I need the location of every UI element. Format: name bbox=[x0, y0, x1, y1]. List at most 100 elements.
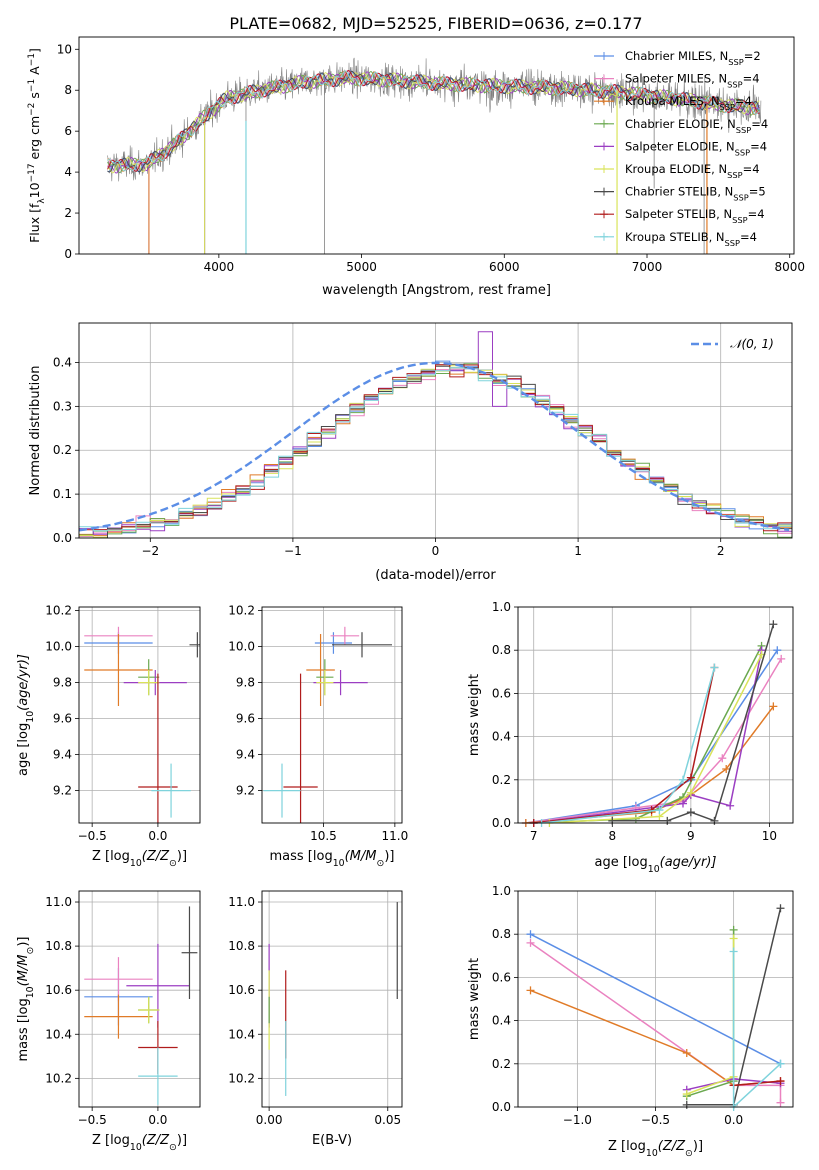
y-tick-label: 10.2 bbox=[228, 1071, 255, 1085]
x-tick-label: −1.0 bbox=[563, 1113, 592, 1127]
mass-weight-point bbox=[729, 934, 738, 943]
legend-label: Chabrier ELODIE, NSSP=4 bbox=[625, 117, 768, 135]
x-axis-label: Z [log10(Z/Z⊙)] bbox=[608, 1139, 703, 1159]
mass-weight-point bbox=[718, 754, 727, 763]
age-vs-metallicity-panel: −0.5 0.0 9.2 9.4 9.6 9.8 10.0 10.2 Z [log10(Z/Z⊙… bbox=[16, 604, 201, 869]
y-tick-label: 0.2 bbox=[492, 1057, 511, 1071]
y-axis-label: mass weight bbox=[467, 674, 482, 756]
normal-reference-curve bbox=[79, 361, 790, 532]
legend-label: 𝒩(0, 1) bbox=[730, 337, 774, 351]
mass-weight-point bbox=[655, 806, 664, 815]
y-tick-label: 10 bbox=[57, 42, 72, 56]
y-tick-label: 11.0 bbox=[228, 895, 255, 909]
x-tick-label: 0 bbox=[432, 544, 440, 558]
x-tick-label: 0.05 bbox=[374, 1113, 401, 1127]
y-axis-label: mass weight bbox=[467, 958, 482, 1040]
x-tick-label: −1 bbox=[284, 544, 302, 558]
x-tick-label: 0.0 bbox=[724, 1113, 743, 1127]
x-tick-label: 10 bbox=[762, 829, 777, 843]
x-axis-label: Z [log10(Z/Z⊙)] bbox=[92, 849, 187, 869]
spectrum-panel: 4000 5000 6000 7000 8000 0 2 4 6 8 10 Chabrier MILE… bbox=[27, 36, 805, 298]
model-spectrum-line bbox=[107, 70, 760, 172]
y-tick-label: 0.0 bbox=[53, 531, 72, 545]
y-tick-label: 9.6 bbox=[236, 712, 255, 726]
x-axis-label: Z [log10(Z/Z⊙)] bbox=[92, 1133, 187, 1153]
x-axis-label: E(B-V) bbox=[312, 1133, 352, 1148]
mass-weight-point bbox=[769, 620, 778, 629]
legend-label: Chabrier STELIB, NSSP=5 bbox=[625, 185, 766, 203]
y-tick-label: 10.6 bbox=[228, 983, 255, 997]
age-vs-mass-panel: 10.5 11.0 9.2 9.4 9.6 9.8 10.0 10.2 mass [log10(… bbox=[228, 604, 408, 869]
model-spectrum-line bbox=[107, 69, 760, 172]
axes-frame bbox=[261, 890, 403, 1108]
y-tick-label: 9.6 bbox=[53, 712, 72, 726]
x-tick-label: 5000 bbox=[346, 260, 377, 274]
mass-weight-point bbox=[679, 775, 687, 784]
y-tick-label: 6 bbox=[64, 124, 72, 138]
y-tick-label: 8 bbox=[64, 83, 72, 97]
x-tick-label: 0.0 bbox=[148, 829, 167, 843]
legend-marker bbox=[600, 142, 608, 151]
x-tick-label: 0.00 bbox=[256, 1113, 283, 1127]
axes-frame bbox=[78, 606, 201, 824]
y-tick-label: 9.8 bbox=[53, 676, 72, 690]
mass-weight-point bbox=[710, 663, 719, 672]
y-tick-label: 10.6 bbox=[45, 983, 72, 997]
mass-weight-point bbox=[777, 654, 786, 663]
y-tick-label: 10.0 bbox=[45, 640, 72, 654]
axes-frame bbox=[78, 322, 793, 539]
mass-weight-point bbox=[686, 773, 695, 782]
legend-marker bbox=[600, 97, 608, 106]
axes-frame bbox=[517, 606, 794, 824]
legend-label: Salpeter STELIB, NSSP=4 bbox=[625, 207, 765, 225]
mass-weight-point bbox=[776, 904, 785, 913]
y-tick-label: 10.4 bbox=[45, 1027, 72, 1041]
mass-vs-extinction-panel: 0.00 0.05 10.2 10.4 10.6 10.8 11.0 E(B-V) bbox=[228, 890, 403, 1148]
y-tick-label: 2 bbox=[64, 206, 72, 220]
mass-weight-line bbox=[686, 929, 735, 1097]
x-tick-label: 2 bbox=[717, 544, 725, 558]
x-axis-label: age [log10(age/yr)] bbox=[595, 855, 717, 875]
mass-weight-point bbox=[686, 808, 695, 817]
mass-weight-point bbox=[729, 947, 738, 956]
y-tick-label: 0.4 bbox=[53, 355, 72, 369]
mass-weight-point bbox=[631, 803, 640, 812]
figure-title: PLATE=0682, MJD=52525, FIBERID=0636, z=0… bbox=[229, 14, 642, 33]
axes-frame bbox=[78, 36, 795, 255]
mass-weight-point bbox=[682, 1100, 691, 1109]
y-tick-label: 0.6 bbox=[492, 686, 511, 700]
mass-weight-point bbox=[722, 765, 731, 773]
mass-weight-point bbox=[526, 938, 535, 947]
mass-weight-point bbox=[663, 816, 672, 825]
mass-weight-line bbox=[541, 667, 716, 823]
x-tick-label: 4000 bbox=[204, 260, 235, 274]
mass-weight-point bbox=[776, 1077, 785, 1086]
legend-marker bbox=[600, 52, 608, 60]
weight-vs-metallicity-panel: −1.0 −0.5 0.0 0.0 0.2 0.4 0.6 0.8 1.0 Z [log10(Z/… bbox=[467, 884, 794, 1159]
mass-weight-point bbox=[773, 646, 782, 655]
x-tick-label: 8 bbox=[608, 829, 616, 843]
x-tick-label: 8000 bbox=[774, 260, 805, 274]
mass-weight-point bbox=[776, 1098, 785, 1107]
y-tick-label: 0.8 bbox=[492, 927, 511, 941]
y-tick-label: 1.0 bbox=[492, 884, 511, 898]
x-axis-label: wavelength [Angstrom, rest frame] bbox=[322, 283, 551, 298]
x-tick-label: −0.5 bbox=[78, 829, 107, 843]
y-tick-label: 10.2 bbox=[45, 1071, 72, 1085]
y-tick-label: 10.4 bbox=[228, 1027, 255, 1041]
mass-weight-point bbox=[726, 801, 735, 810]
y-axis-label: Flux [fλ10−17 erg cm−2 s−1 A−1] bbox=[27, 48, 47, 243]
y-tick-label: 0.2 bbox=[492, 773, 511, 787]
mass-weight-point bbox=[729, 925, 738, 934]
mass-weight-point bbox=[769, 702, 778, 711]
y-tick-label: 9.2 bbox=[236, 784, 255, 798]
y-tick-label: 0.3 bbox=[53, 399, 72, 413]
x-tick-label: 10.5 bbox=[310, 829, 337, 843]
y-tick-label: 10.2 bbox=[45, 604, 72, 618]
legend-marker bbox=[600, 232, 608, 241]
x-tick-label: 7000 bbox=[632, 260, 663, 274]
x-axis-label: mass [log10(M/M⊙)] bbox=[270, 849, 395, 869]
x-tick-label: 1 bbox=[574, 544, 582, 558]
legend-marker bbox=[600, 165, 608, 173]
